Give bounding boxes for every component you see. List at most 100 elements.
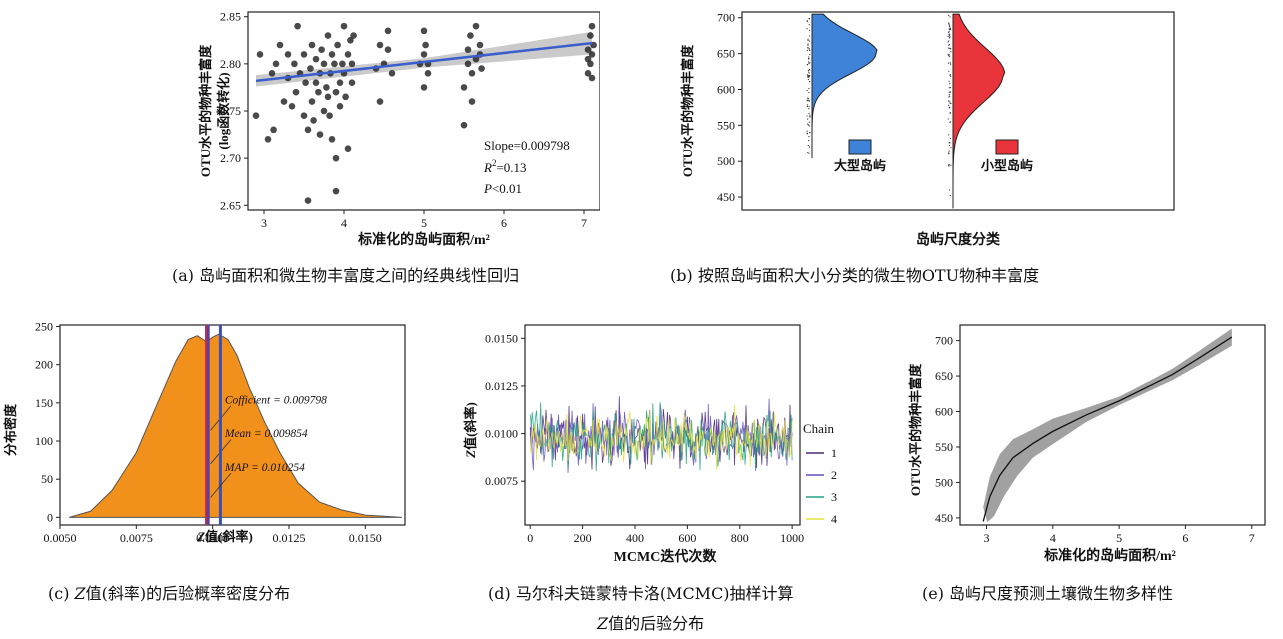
a-r2-text: R2=0.13 [483,158,527,175]
c-density-area [69,333,402,518]
c-x-tick-label: 0.0075 [120,531,153,545]
b-y-ticks: 450 500 550 600 650 700 [717,11,742,204]
caption-c-italic: Z [74,584,86,603]
b-y-tick-label: 650 [717,47,735,61]
d-legend-label: 2 [831,468,837,482]
d-y-tick-label: 0.0075 [485,474,518,488]
b-rug-point [807,38,809,40]
a-point [280,98,288,105]
e-x-tick-label: 7 [1249,531,1255,545]
d-y-tick-label: 0.0150 [485,331,518,345]
c-y-axis-label: 分布密度 [3,403,18,456]
a-y-tick-label: 2.85 [220,10,241,24]
c-y-tick-label: 100 [35,434,53,448]
a-point [307,65,314,72]
b-rug-point [807,61,810,63]
a-point [468,69,476,77]
b-rug-point [948,80,950,82]
a-r2-value: =0.13 [496,160,526,175]
b-y-tick-label: 550 [717,118,735,132]
a-ci-band [256,31,592,87]
b-rug-point [808,136,810,138]
b-y-tick-label: 500 [717,154,735,168]
b-rug-point [949,87,952,89]
a-point [420,27,428,35]
a-point [467,32,474,39]
e-y-tick-label: 650 [935,369,953,383]
b-rug-point [948,96,950,98]
a-p-value: <0.01 [492,181,522,196]
b-rug-point [948,22,950,24]
a-point [332,187,340,195]
b-rug-point [948,163,950,165]
c-vertical-lines: Cofficient = 0.009798 Mean = 0.009854 MAP … [204,325,327,525]
b-rug-point [809,40,811,42]
a-point [384,46,392,54]
b-rug-point [949,95,951,97]
a-point [328,51,336,58]
e-x-tick-label: 5 [1116,531,1122,545]
a-point [460,84,468,91]
b-rug-point [807,44,809,46]
d-x-tick-label: 1000 [780,531,804,545]
a-point [310,117,317,124]
d-trace-lines [529,396,793,473]
b-rug-point [949,35,951,37]
b-rug-point [948,134,950,136]
d-trace-chain-4 [529,404,793,470]
a-point [326,112,333,120]
d-legend-label: 4 [831,512,837,526]
a-point [588,51,596,58]
b-rug-point [949,37,951,39]
b-rug-point [948,104,950,106]
a-point [584,46,592,54]
e-y-tick-label: 550 [935,440,953,454]
a-y-ticks: 2.65 2.70 2.75 2.80 2.85 [220,10,248,212]
a-point [388,69,396,77]
b-rug-point [809,116,811,118]
b-rug-point [809,53,811,56]
b-rug-point [806,63,808,66]
c-x-axis-rest: 值(斜率) [205,529,253,544]
d-legend-label: 1 [831,446,837,460]
a-point [324,93,332,101]
c-line-label: MAP = 0.010254 [224,462,305,474]
a-y-tick-label: 2.75 [220,104,241,118]
b-y-axis-label: OTU水平的物种丰富度 [680,44,695,177]
b-y-tick-label: 700 [717,11,735,25]
b-rug-point [948,100,950,103]
b-rug-point [808,139,810,142]
a-y-axis-label-line1: OTU水平的物种丰富度 [198,44,213,177]
a-point [588,22,596,30]
a-x-tick-label: 6 [501,216,507,230]
b-rug-point [947,41,949,43]
a-point [328,135,336,143]
b-rug-point [808,125,810,127]
a-point [420,51,428,58]
a-point [300,112,308,120]
b-rug-point [807,98,810,100]
b-rug-point [948,91,950,93]
b-rug-point [949,27,951,29]
b-rug-point [806,100,808,102]
a-point [316,131,324,138]
b-rug-point [809,114,811,116]
panel-c-chart: Cofficient = 0.009798 Mean = 0.009854 MAP … [3,320,406,545]
b-rug-point [809,69,811,71]
b-rug-point [807,40,809,42]
b-rug-point [807,123,809,125]
b-rug-point [949,74,951,76]
e-y-tick-label: 700 [935,334,953,348]
b-legend-label-small: 小型岛屿 [981,158,1033,173]
a-point [348,60,356,68]
a-x-tick-label: 5 [421,216,427,230]
d-y-axis-italic: Z [463,450,478,459]
b-legend-swatch-large [848,139,872,155]
b-rug-point [808,108,810,110]
b-rug-point [950,63,952,65]
a-point [478,65,485,72]
e-y-ticks: 450 500 550 600 650 700 [935,334,960,525]
a-point [302,79,309,87]
e-curve-group [982,336,1233,522]
d-x-ticks: 0 200 400 600 800 1000 [527,525,804,545]
